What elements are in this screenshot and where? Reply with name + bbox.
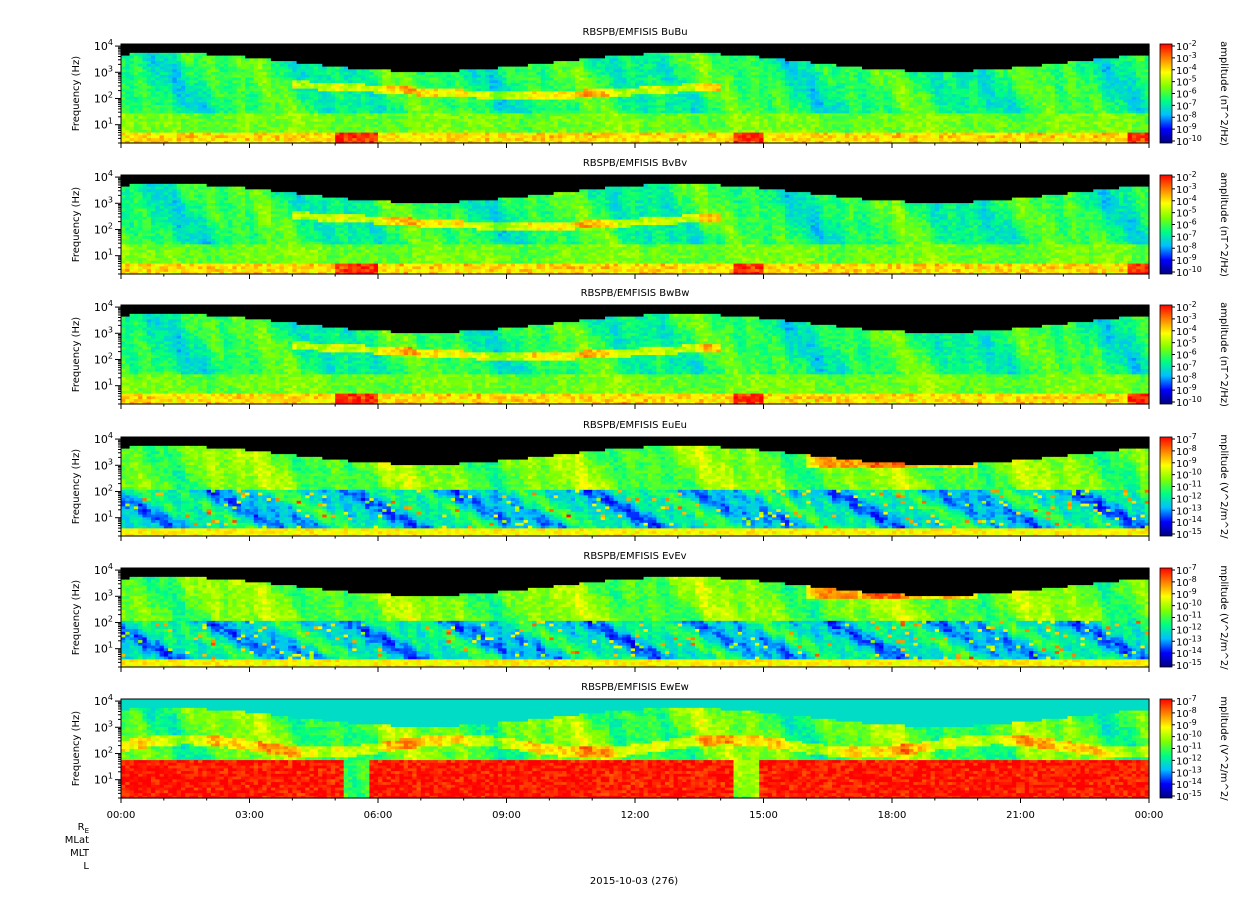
frequency-tick-label: 104 <box>94 38 113 53</box>
colorbar-tick-label: 10-10 <box>1176 265 1202 279</box>
colorbar-label: mplitude (V^2/m^2/ <box>1218 696 1229 801</box>
frequency-tick-label: 104 <box>94 299 113 314</box>
frequency-axis-label: Frequency (Hz) <box>71 187 82 263</box>
panel-title: RBSPB/EMFISIS BwBw <box>581 288 690 299</box>
colorbar-tick-label: 10-15 <box>1176 789 1202 803</box>
frequency-axis-label: Frequency (Hz) <box>71 711 82 787</box>
spectrogram-image <box>121 44 1150 144</box>
time-tick-label: 03:00 <box>235 810 264 821</box>
frequency-tick-label: 103 <box>94 325 113 340</box>
time-tick-label: 09:00 <box>492 810 521 821</box>
panel-title: RBSPB/EMFISIS EwEw <box>581 682 689 693</box>
frequency-tick-label: 102 <box>94 351 113 366</box>
colorbar-label: mplitude (V^2/m^2/ <box>1218 434 1229 539</box>
colorbar-tick-label: 10-15 <box>1176 658 1202 672</box>
frequency-axis-label: Frequency (Hz) <box>71 317 82 393</box>
spectrogram-image <box>121 568 1150 668</box>
time-tick-label: 18:00 <box>878 810 907 821</box>
panel-title: RBSPB/EMFISIS BvBv <box>583 158 687 169</box>
time-tick-label: 15:00 <box>749 810 778 821</box>
spectrogram-image <box>121 437 1150 537</box>
spectrogram-image <box>121 175 1150 275</box>
spectrogram-panel-5: RBSPB/EMFISIS EvEv 101 102 103 104 Frequency … <box>71 551 1229 672</box>
frequency-axis: 101 102 103 104 Frequency (Hz) <box>71 562 121 667</box>
colorbar: 10-210-310-410-510-610-710-810-910-10 amp… <box>1160 300 1229 409</box>
ephemeris-label: L <box>83 861 89 872</box>
frequency-tick-label: 103 <box>94 588 113 603</box>
panel-title: RBSPB/EMFISIS BuBu <box>582 27 687 38</box>
colorbar-tick-label: 10-15 <box>1176 527 1202 541</box>
time-tick-label: 12:00 <box>621 810 650 821</box>
frequency-axis-label: Frequency (Hz) <box>71 56 82 132</box>
time-tick-label: 21:00 <box>1006 810 1035 821</box>
time-tick-label: 00:00 <box>1135 810 1164 821</box>
frequency-tick-label: 102 <box>94 221 113 236</box>
colorbar-label: amplitude (nT^2/Hz) <box>1218 41 1229 146</box>
frequency-axis: 101 102 103 104 Frequency (Hz) <box>71 431 121 536</box>
colorbar: 10-210-310-410-510-610-710-810-910-10 amp… <box>1160 39 1229 148</box>
colorbar: 10-710-810-910-1010-1110-1210-1310-1410-… <box>1160 694 1229 803</box>
frequency-tick-label: 104 <box>94 169 113 184</box>
time-tick-label: 06:00 <box>364 810 393 821</box>
frequency-tick-label: 102 <box>94 90 113 105</box>
frequency-axis: 101 102 103 104 Frequency (Hz) <box>71 38 121 143</box>
frequency-axis: 101 102 103 104 Frequency (Hz) <box>71 299 121 404</box>
frequency-tick-label: 102 <box>94 745 113 760</box>
spectrogram-panel-6: RBSPB/EMFISIS EwEw 101 102 103 104 Frequency … <box>71 682 1229 803</box>
frequency-axis: 101 102 103 104 Frequency (Hz) <box>71 169 121 274</box>
panel-title: RBSPB/EMFISIS EuEu <box>583 420 687 431</box>
frequency-tick-label: 103 <box>94 719 113 734</box>
colorbar-label: amplitude (nT^2/Hz) <box>1218 302 1229 407</box>
spectrogram-image <box>121 305 1150 405</box>
colorbar: 10-210-310-410-510-610-710-810-910-10 amp… <box>1160 170 1229 279</box>
frequency-axis: 101 102 103 104 Frequency (Hz) <box>71 693 121 798</box>
colorbar: 10-710-810-910-1010-1110-1210-1310-1410-… <box>1160 432 1229 541</box>
spectrogram-image <box>121 699 1150 799</box>
spectrogram-panel-2: RBSPB/EMFISIS BvBv 101 102 103 104 Frequency … <box>71 158 1229 279</box>
frequency-tick-label: 103 <box>94 195 113 210</box>
colorbar-tick-label: 10-10 <box>1176 395 1202 409</box>
frequency-tick-label: 104 <box>94 693 113 708</box>
ephemeris-label: RE <box>78 822 89 835</box>
colorbar-tick-label: 10-10 <box>1176 134 1202 148</box>
time-axis: 00:00 03:00 06:00 09:00 12:00 15:00 18:00 21:00… <box>107 810 1164 821</box>
frequency-axis-label: Frequency (Hz) <box>71 449 82 525</box>
frequency-tick-label: 102 <box>94 614 113 629</box>
frequency-tick-label: 102 <box>94 483 113 498</box>
frequency-tick-label: 101 <box>94 248 113 263</box>
colorbar-label: mplitude (V^2/m^2/ <box>1218 565 1229 670</box>
panel-title: RBSPB/EMFISIS EvEv <box>583 551 686 562</box>
frequency-tick-label: 104 <box>94 562 113 577</box>
spectrogram-panel-1: RBSPB/EMFISIS BuBu 101 102 103 104 Frequency … <box>71 27 1229 148</box>
frequency-tick-label: 103 <box>94 457 113 472</box>
colorbar-label: amplitude (nT^2/Hz) <box>1218 172 1229 277</box>
spectrogram-panel-4: RBSPB/EMFISIS EuEu 101 102 103 104 Frequency … <box>71 420 1229 541</box>
date-label: 2015-10-03 (276) <box>590 876 678 887</box>
frequency-tick-label: 101 <box>94 641 113 656</box>
colorbar: 10-710-810-910-1010-1110-1210-1310-1410-… <box>1160 563 1229 672</box>
time-tick-label: 00:00 <box>107 810 136 821</box>
frequency-tick-label: 101 <box>94 510 113 525</box>
frequency-tick-label: 101 <box>94 378 113 393</box>
frequency-tick-label: 101 <box>94 117 113 132</box>
frequency-tick-label: 103 <box>94 64 113 79</box>
frequency-tick-label: 104 <box>94 431 113 446</box>
ephemeris-label: MLT <box>70 848 90 859</box>
ephemeris-label: MLat <box>65 835 89 846</box>
frequency-tick-label: 101 <box>94 772 113 787</box>
spectrogram-panel-3: RBSPB/EMFISIS BwBw 101 102 103 104 Frequency … <box>71 288 1229 409</box>
frequency-axis-label: Frequency (Hz) <box>71 580 82 656</box>
